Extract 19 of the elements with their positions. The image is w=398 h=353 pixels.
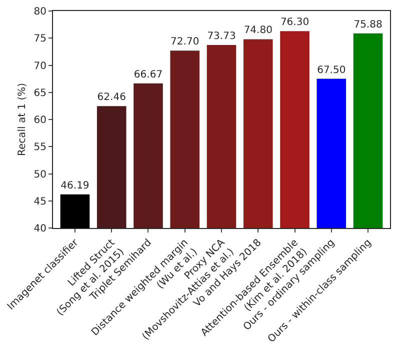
data-label: 74.80 bbox=[244, 25, 272, 36]
y-tick-label: 75 bbox=[34, 34, 46, 45]
y-tick-label: 50 bbox=[34, 169, 46, 180]
data-label: 66.67 bbox=[134, 69, 163, 80]
y-tick-label: 80 bbox=[34, 6, 46, 18]
y-tick-label: 60 bbox=[34, 115, 46, 126]
data-label: 73.73 bbox=[207, 31, 236, 42]
data-label: 67.50 bbox=[317, 64, 346, 76]
data-label: 76.30 bbox=[280, 17, 310, 28]
y-tick-label: 45 bbox=[34, 196, 46, 208]
y-tick-label: 55 bbox=[34, 142, 46, 154]
data-label: 75.88 bbox=[354, 19, 382, 30]
data-label: 72.70 bbox=[170, 36, 200, 48]
y-tick-label: 70 bbox=[34, 60, 46, 72]
data-label: 46.19 bbox=[60, 180, 90, 192]
data-label: 62.46 bbox=[97, 92, 126, 104]
y-tick-label: 40 bbox=[34, 224, 46, 234]
y-tick-label: 65 bbox=[34, 88, 46, 99]
y-axis-title: Recall at 1 (%) bbox=[16, 82, 28, 156]
